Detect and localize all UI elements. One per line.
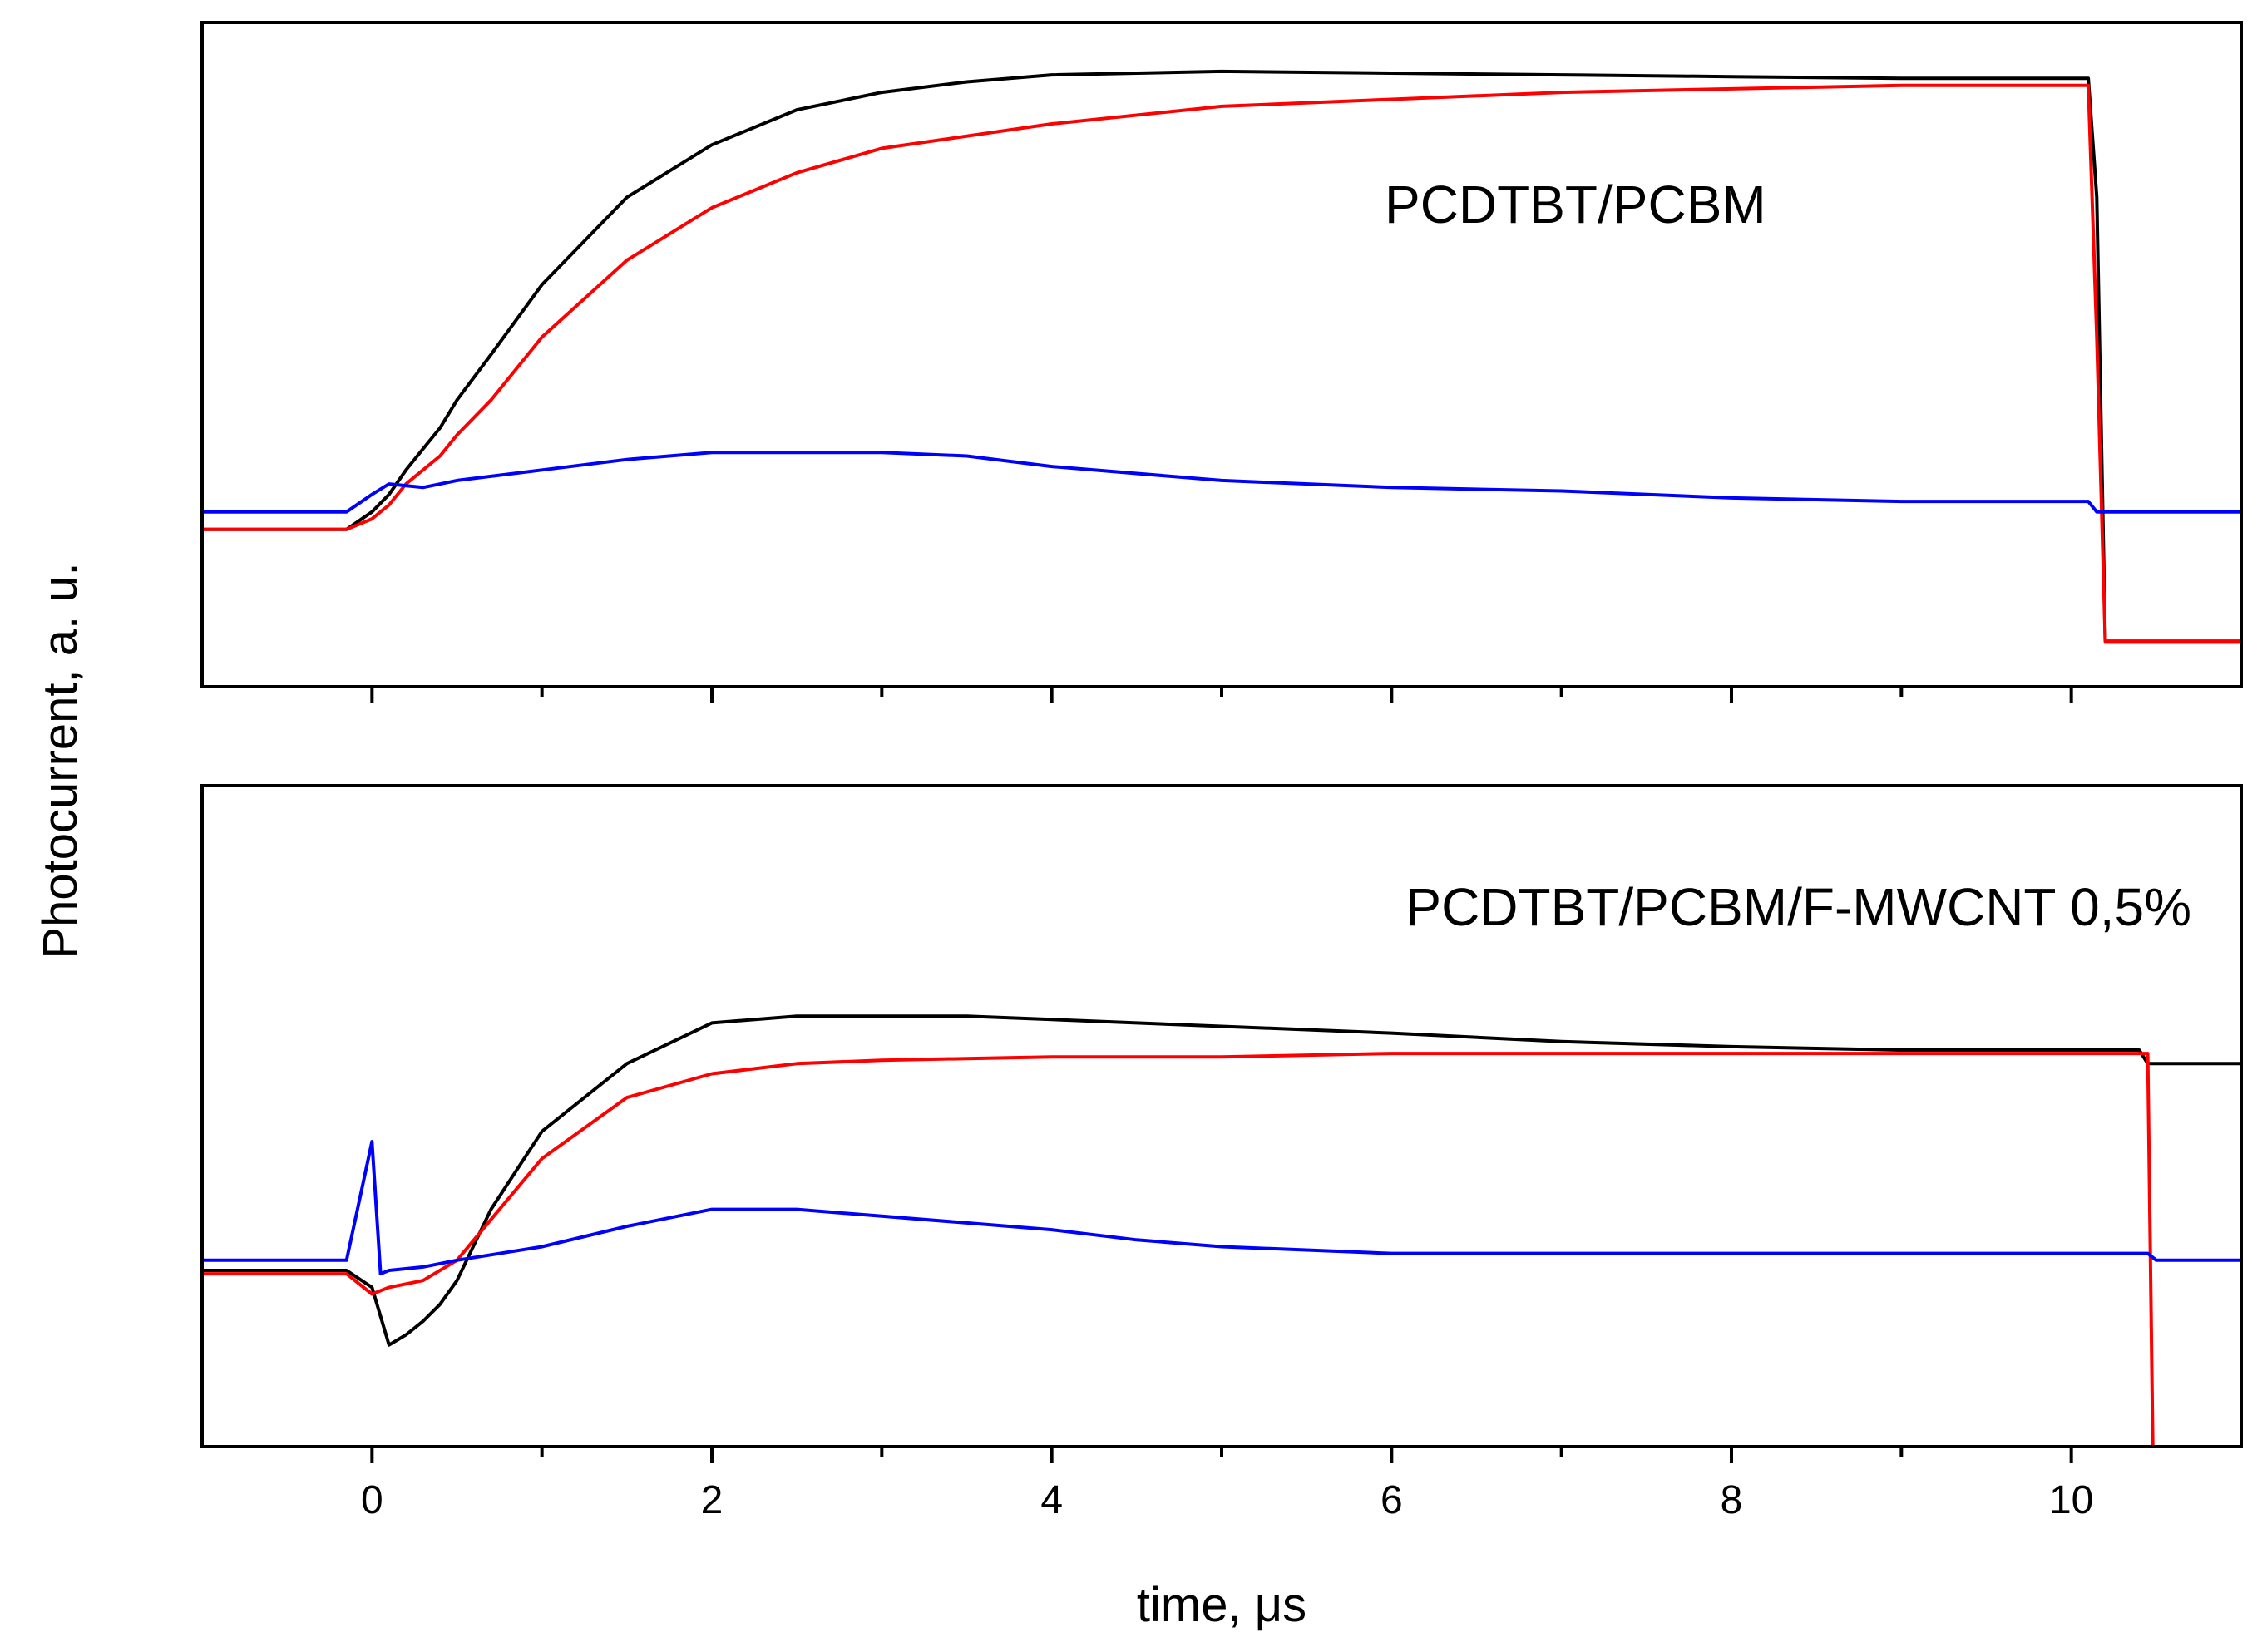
bottom-series-red bbox=[202, 1052, 2241, 1448]
bottom-series-black bbox=[202, 1014, 2241, 1347]
bottom-x-tick-label: 2 bbox=[701, 1478, 724, 1522]
bottom-x-ticks bbox=[370, 1447, 2073, 1463]
bottom-panel-label: PCDTBT/PCBM/F-MWCNT 0,5% bbox=[1405, 877, 2191, 937]
bottom-x-tick-label: 0 bbox=[361, 1478, 383, 1522]
bottom-x-tick-label: 4 bbox=[1040, 1478, 1063, 1522]
bottom-x-tick-label: 8 bbox=[1721, 1478, 1743, 1522]
bottom-series-group bbox=[202, 1014, 2241, 1448]
top-panel-label: PCDTBT/PCBM bbox=[1385, 175, 1766, 234]
bottom-series-blue bbox=[202, 1140, 2241, 1276]
y-axis-label: Photocurrent, a. u. bbox=[33, 562, 87, 959]
bottom-x-tick-labels: 0 2 4 6 8 10 bbox=[361, 1478, 2093, 1522]
bottom-x-tick-label: 6 bbox=[1380, 1478, 1403, 1522]
bottom-x-tick-label: 10 bbox=[2049, 1478, 2093, 1522]
x-axis-label: time, μs bbox=[1137, 1578, 1306, 1632]
bottom-panel: 0 2 4 6 8 10 PCDTBT/PCBM/F-MWCNT 0,5% bbox=[200, 784, 2243, 1522]
top-series-group bbox=[202, 69, 2241, 644]
top-series-red bbox=[202, 83, 2241, 644]
top-series-blue bbox=[202, 451, 2241, 514]
top-panel: PCDTBT/PCBM bbox=[200, 21, 2243, 703]
top-series-black bbox=[202, 69, 2241, 644]
top-x-ticks bbox=[370, 687, 2073, 703]
